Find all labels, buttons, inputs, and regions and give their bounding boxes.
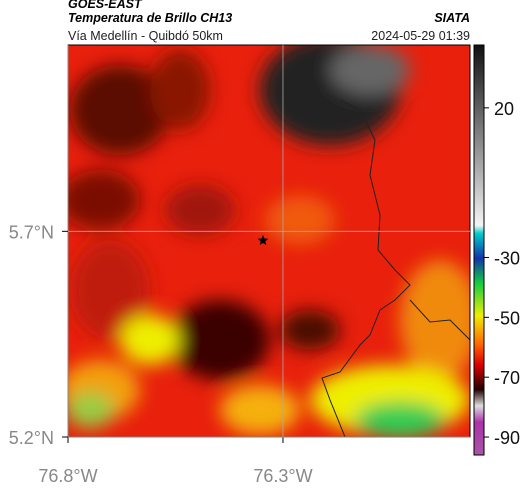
y-tick-label: 5.7°N bbox=[9, 222, 54, 242]
colorbar bbox=[473, 44, 485, 456]
subtitle: Vía Medellín - Quibdó 50km bbox=[68, 29, 223, 43]
y-tick-label: 5.2°N bbox=[9, 428, 54, 448]
colorbar-tick-label: -90 bbox=[494, 428, 520, 448]
location-marker bbox=[257, 235, 269, 245]
colorbar-tick-label: -50 bbox=[494, 308, 520, 328]
title: Temperatura de Brillo CH13 bbox=[68, 11, 232, 25]
colorbar-tick-label: 20 bbox=[494, 99, 514, 119]
x-tick-label: 76.8°W bbox=[38, 466, 97, 486]
source: GOES-EAST bbox=[68, 0, 143, 11]
colorbar-tick-label: -30 bbox=[494, 248, 520, 268]
org: SIATA bbox=[434, 11, 470, 25]
timestamp: 2024-05-29 01:39 bbox=[371, 29, 470, 43]
x-tick-label: 76.3°W bbox=[253, 466, 312, 486]
heatmap bbox=[68, 45, 470, 437]
colorbar-tick-label: -70 bbox=[494, 368, 520, 388]
